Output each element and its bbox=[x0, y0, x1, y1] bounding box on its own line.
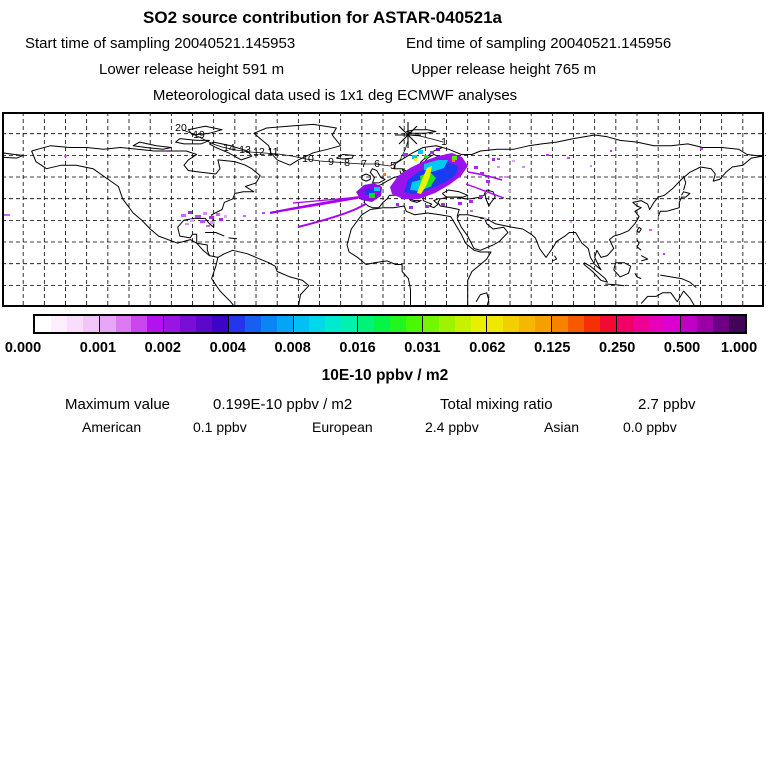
source-european-value: 2.4 ppbv bbox=[425, 419, 479, 435]
trajectory-hour-label: 7 bbox=[361, 158, 367, 170]
colorbar-tick-label: 0.500 bbox=[663, 340, 701, 356]
colorbar-segment bbox=[616, 316, 682, 332]
upper-release-text: Upper release height 765 m bbox=[411, 61, 597, 78]
colorbar-tick-label: 0.016 bbox=[339, 340, 376, 356]
map-border bbox=[2, 112, 764, 307]
colorbar-segment bbox=[35, 316, 100, 332]
trajectory-hour-label: 11 bbox=[268, 146, 279, 158]
colorbar-tick-label: 0.031 bbox=[404, 340, 441, 356]
colorbar-tick-label: 0.125 bbox=[534, 340, 571, 356]
trajectory-hour-label: 10 bbox=[302, 153, 314, 165]
lower-release-text: Lower release height 591 m bbox=[99, 61, 285, 78]
colorbar-tick-label: 0.001 bbox=[79, 340, 117, 356]
trajectory-hour-label: 8 bbox=[344, 157, 350, 169]
so2-plume bbox=[3, 148, 703, 255]
colorbar-tick-label: 0.008 bbox=[274, 340, 311, 356]
sampling-location-star-icon bbox=[395, 122, 421, 148]
source-european-label: European bbox=[312, 419, 373, 435]
source-american-label: American bbox=[82, 419, 142, 435]
coastlines bbox=[3, 123, 762, 306]
trajectory-hour-label: 6 bbox=[374, 158, 380, 170]
colorbar-segment bbox=[164, 316, 229, 332]
colorbar-tick-label: 0.250 bbox=[599, 340, 636, 356]
end-time-text: End time of sampling 20040521.145956 bbox=[406, 35, 672, 52]
colorbar-segment bbox=[422, 316, 488, 332]
total-mixing-ratio-label: Total mixing ratio bbox=[440, 396, 553, 413]
total-mixing-ratio-value: 2.7 ppbv bbox=[638, 396, 696, 413]
colorbar-segment bbox=[228, 316, 294, 332]
colorbar-segment bbox=[552, 316, 617, 332]
trajectory-hour-label: 5 bbox=[390, 160, 396, 172]
colorbar-units-label: 10E-10 ppbv / m2 bbox=[321, 367, 449, 384]
lat-lon-grid bbox=[2, 112, 766, 307]
trajectory-hour-label: 19 bbox=[193, 129, 205, 141]
trajectory-hour-label: 14 bbox=[223, 142, 235, 154]
colorbar-tick-label: 1.000 bbox=[720, 340, 758, 356]
trajectory-hour-label: 20 bbox=[175, 122, 187, 134]
source-american-value: 0.1 ppbv bbox=[193, 419, 247, 435]
trajectory-hour-label: 9 bbox=[328, 156, 334, 168]
max-value-label: Maximum value bbox=[65, 396, 171, 413]
page-title: SO2 source contribution for ASTAR-040521… bbox=[143, 8, 502, 27]
source-asian-value: 0.0 ppbv bbox=[623, 419, 677, 435]
trajectory-hour-label: 13 bbox=[239, 144, 251, 156]
max-value: 0.199E-10 ppbv / m2 bbox=[213, 396, 353, 413]
colorbar bbox=[33, 314, 747, 334]
start-time-text: Start time of sampling 20040521.145953 bbox=[25, 35, 296, 52]
trajectory-hour-label: 1 bbox=[441, 136, 447, 148]
source-asian-label: Asian bbox=[544, 419, 580, 435]
colorbar-segment bbox=[358, 316, 423, 332]
colorbar-segment bbox=[487, 316, 553, 332]
colorbar-segment bbox=[99, 316, 165, 332]
trajectory-hour-label: 12 bbox=[253, 146, 265, 158]
colorbar-segment bbox=[293, 316, 359, 332]
colorbar-tick-label: 0.062 bbox=[469, 340, 506, 356]
colorbar-ticks: 0.000 0.001 0.002 0.004 0.008 0.016 0.031 0.062… bbox=[0, 340, 768, 358]
met-data-text: Meteorological data used is 1x1 deg ECMW… bbox=[152, 87, 518, 104]
colorbar-segment bbox=[681, 316, 746, 332]
trajectory-hour-labels: 20 19 14 13 12 11 10 9 8 7 6 5 1 bbox=[175, 122, 447, 172]
colorbar-tick-label: 0.000 bbox=[4, 340, 42, 356]
colorbar-tick-label: 0.002 bbox=[144, 340, 181, 356]
colorbar-tick-label: 0.004 bbox=[209, 340, 246, 356]
